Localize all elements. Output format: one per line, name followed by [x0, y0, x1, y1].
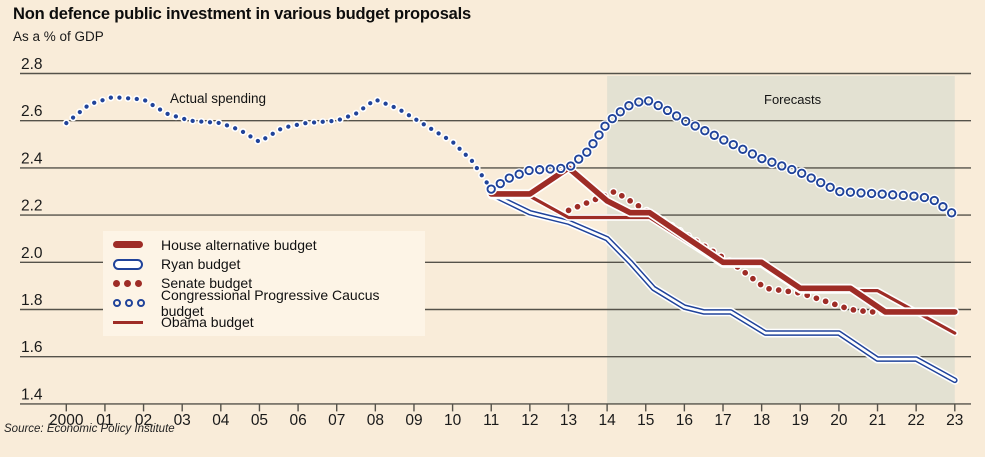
obama-swatch: [113, 320, 151, 324]
x-tick-label: 19: [792, 412, 809, 429]
x-tick-label: 14: [598, 412, 616, 429]
x-tick-label: 10: [444, 412, 462, 429]
source-note: Source: Economic Policy Institute: [4, 423, 175, 435]
legend-item-senate: Senate budget: [113, 274, 425, 293]
series-actual: [62, 93, 495, 193]
x-tick-label: 2000: [49, 412, 84, 429]
x-tick-label: 18: [753, 412, 770, 429]
legend-label: House alternative budget: [161, 236, 317, 253]
series-ryan: [486, 189, 960, 385]
x-tick-label: 21: [869, 412, 886, 429]
x-tick-label: 01: [96, 412, 113, 429]
x-tick-label: 22: [908, 412, 925, 429]
x-tick-label: 11: [483, 412, 499, 429]
y-tick-label: 2.4: [21, 150, 43, 167]
x-tick-label: 13: [560, 412, 577, 429]
x-tick-label: 23: [946, 412, 963, 429]
forecast-band: [607, 76, 955, 404]
y-tick-label: 1.4: [21, 386, 43, 403]
legend-label: Ryan budget: [161, 256, 241, 273]
legend: House alternative budget Ryan budget Sen…: [103, 231, 425, 336]
y-tick-label: 1.6: [21, 339, 43, 356]
x-tick-label: 12: [521, 412, 538, 429]
actual-spending-annotation: Actual spending: [170, 91, 267, 106]
legend-item-house: House alternative budget: [113, 235, 425, 254]
page-title: Non defence public investment in various…: [13, 5, 472, 23]
y-tick-label: 2.6: [21, 103, 43, 120]
y-tick-label: 1.8: [21, 292, 43, 309]
ryan-swatch: [113, 258, 151, 270]
chart-subtitle: As a % of GDP: [13, 29, 104, 44]
x-tick-label: 08: [367, 412, 384, 429]
cpc-swatch: [113, 298, 151, 307]
series-cpc: [485, 94, 958, 219]
x-tick-label: 07: [328, 412, 345, 429]
x-tick-label: 16: [676, 412, 693, 429]
y-tick-label: 2.0: [21, 245, 43, 262]
x-tick-label: 17: [714, 412, 731, 429]
y-tick-label: 2.8: [21, 56, 43, 73]
x-tick-label: 15: [637, 412, 654, 429]
legend-item-obama: Obama budget: [113, 313, 425, 332]
legend-label: Congressional Progressive Caucus budget: [160, 286, 380, 319]
x-tick-label: 03: [174, 412, 191, 429]
series-senate: [564, 187, 929, 317]
legend-item-cpc: Congressional Progressive Caucus budget: [113, 287, 425, 319]
forecasts-annotation: Forecasts: [764, 92, 822, 107]
x-tick-label: 02: [135, 412, 152, 429]
x-tick-label: 09: [405, 412, 422, 429]
y-tick-label: 2.2: [21, 198, 43, 215]
legend-item-ryan: Ryan budget: [113, 254, 425, 273]
legend-label: Senate budget: [161, 275, 253, 292]
x-tick-label: 06: [289, 412, 306, 429]
legend-label: Obama budget: [161, 314, 254, 331]
x-tick-label: 20: [830, 412, 848, 429]
senate-swatch: [113, 279, 151, 287]
x-tick-label: 04: [212, 412, 230, 429]
house-swatch: [113, 241, 151, 249]
x-tick-label: 05: [251, 412, 268, 429]
